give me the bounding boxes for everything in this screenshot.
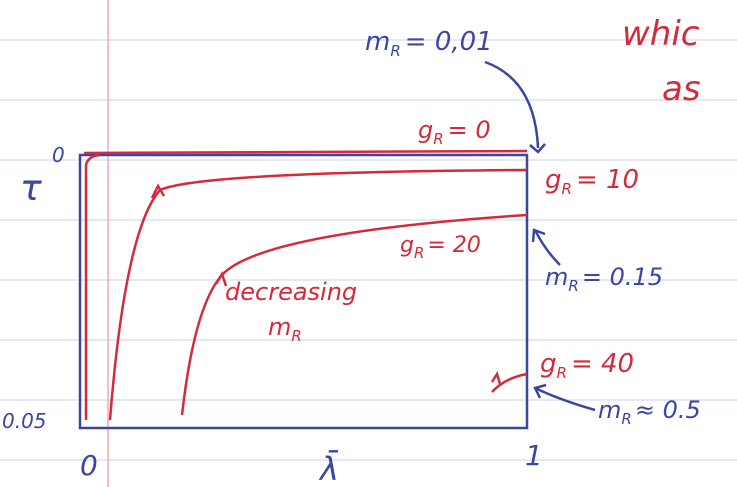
paper-lines — [0, 40, 737, 460]
label-part: = 0 — [448, 116, 491, 144]
label-part: = 10 — [576, 165, 639, 195]
label-part: m — [545, 263, 568, 291]
y-axis-label: τ — [20, 168, 42, 209]
label-part: R — [557, 364, 567, 382]
label-part: m — [598, 396, 621, 424]
y-tick-label: 0 — [52, 143, 65, 167]
label-part: ≈ 0.5 — [635, 396, 701, 424]
y-tick-label: 0.05 — [2, 409, 47, 433]
label-part: m — [365, 27, 390, 57]
annotation: decreasing — [225, 278, 357, 306]
note: as — [662, 69, 701, 109]
x-tick-label: 1 — [525, 439, 543, 472]
mass-label: mR≈ 0.5 — [598, 396, 701, 428]
mass-label: mR = 0,01 — [365, 27, 493, 60]
coupling-label: gR= 20 — [400, 233, 481, 262]
sketch: mR= 0,01 whic as gR= 0 gR= 10 gR= 20 mR=… — [0, 0, 737, 487]
label-part: = 40 — [571, 349, 634, 379]
mass-label: mR= 0.15 — [545, 263, 663, 295]
label-part: g — [540, 349, 557, 379]
x-tick-label: 0 — [80, 449, 98, 482]
annotation: mR — [268, 313, 302, 345]
label-part: R — [562, 180, 572, 198]
coupling-label: gR = 0 — [418, 116, 491, 148]
label-part: R — [568, 277, 578, 295]
label-part: m — [268, 313, 291, 341]
label-part: R — [621, 410, 631, 428]
label-part: R — [390, 42, 400, 60]
coupling-label: gR= 10 — [545, 165, 639, 198]
label-part: g — [418, 116, 433, 144]
label-part: R — [291, 327, 301, 345]
label-part: = 0,01 — [405, 27, 493, 57]
label-part: = 20 — [427, 233, 480, 258]
label-part: R — [433, 130, 443, 148]
label-part: R — [414, 244, 424, 262]
x-axis-label: λ̄ — [318, 449, 339, 487]
note: whic — [622, 14, 700, 54]
label-part: g — [545, 165, 562, 195]
coupling-label: gR= 40 — [540, 349, 634, 382]
label-part: g — [400, 233, 414, 258]
label-part: = 0.15 — [582, 263, 663, 291]
